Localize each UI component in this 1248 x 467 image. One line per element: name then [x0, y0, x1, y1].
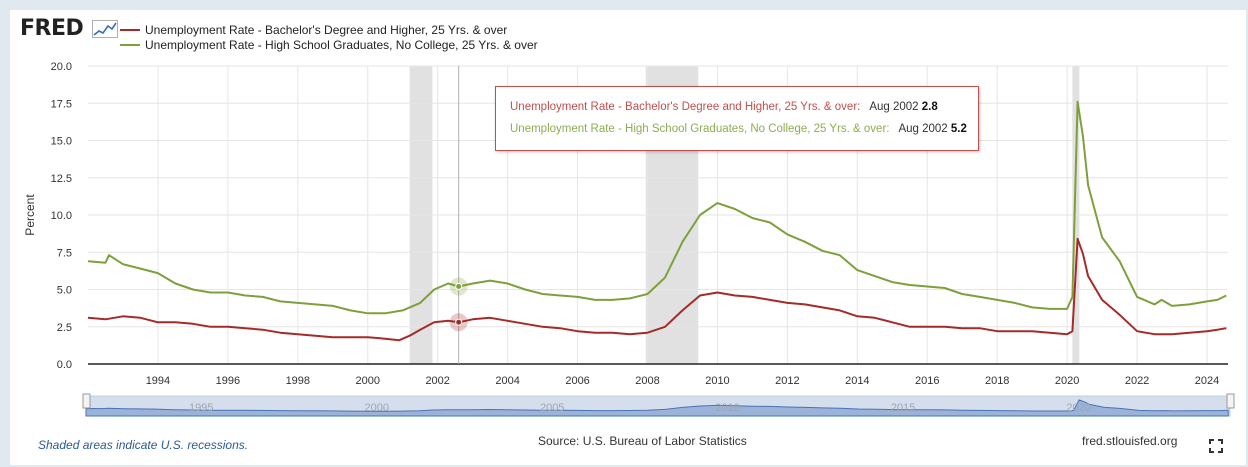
- legend-label-bachelors: Unemployment Rate - Bachelor's Degree an…: [145, 23, 508, 37]
- legend-item-high-school[interactable]: Unemployment Rate - High School Graduate…: [120, 38, 538, 52]
- chart-frame: FRED Unemployment Rate - Bachelor's Degr…: [10, 10, 1246, 465]
- x-tick-label: 2022: [1125, 375, 1149, 387]
- legend-swatch-bachelors: [120, 29, 140, 31]
- series-line-0: [87, 237, 1227, 342]
- tooltip-label-high-school: Unemployment Rate - High School Graduate…: [510, 123, 890, 135]
- site-link[interactable]: fred.stlouisfed.org: [1082, 434, 1178, 448]
- navigator-handle-right[interactable]: [1226, 393, 1235, 409]
- y-axis-label: Percent: [23, 194, 37, 236]
- legend-swatch-high-school: [120, 44, 140, 46]
- y-tick-label: 2.5: [57, 322, 72, 334]
- recession-note: Shaded areas indicate U.S. recessions.: [38, 438, 249, 452]
- x-tick-label: 2020: [1055, 375, 1079, 387]
- tooltip-date-high-school: Aug 2002: [898, 123, 948, 135]
- navigator-label: 2015: [891, 402, 915, 414]
- x-tick-label: 2012: [775, 375, 799, 387]
- y-tick-label: 20.0: [51, 61, 72, 73]
- tooltip-row-bachelors: Unemployment Rate - Bachelor's Degree an…: [510, 101, 938, 113]
- navigator-label: 1995: [189, 402, 213, 414]
- fred-logo[interactable]: FRED: [20, 16, 84, 41]
- tooltip-date-bachelors: Aug 2002: [869, 101, 919, 113]
- series-line-1: [87, 100, 1227, 315]
- x-tick-label: 2024: [1195, 375, 1219, 387]
- source-note: Source: U.S. Bureau of Labor Statistics: [538, 434, 747, 448]
- hover-marker-0: [455, 318, 463, 326]
- navigator-area: [85, 399, 1229, 417]
- y-tick-label: 0.0: [57, 359, 72, 371]
- x-tick-label: 2014: [845, 375, 869, 387]
- logo-text: FRED: [20, 16, 84, 41]
- tooltip-label-bachelors: Unemployment Rate - Bachelor's Degree an…: [510, 101, 861, 113]
- navigator-label: 2020: [1066, 402, 1090, 414]
- y-tick-label: 15.0: [51, 136, 72, 148]
- navigator-handle-left[interactable]: [82, 393, 91, 409]
- tooltip-row-high-school: Unemployment Rate - High School Graduate…: [510, 123, 967, 135]
- x-tick-label: 2010: [705, 375, 729, 387]
- navigator-label: 2005: [540, 402, 564, 414]
- data-tooltip: Unemployment Rate - Bachelor's Degree an…: [495, 86, 979, 151]
- x-tick-label: 2018: [985, 375, 1009, 387]
- tooltip-value-high-school: 5.2: [950, 123, 967, 135]
- x-tick-label: 1994: [146, 375, 170, 387]
- x-tick-label: 2016: [915, 375, 939, 387]
- legend-item-bachelors[interactable]: Unemployment Rate - Bachelor's Degree an…: [120, 23, 507, 37]
- fullscreen-icon[interactable]: [1209, 439, 1223, 453]
- y-tick-label: 12.5: [51, 173, 72, 185]
- x-tick-label: 2008: [635, 375, 659, 387]
- navigator-label: 2010: [715, 402, 739, 414]
- x-tick-label: 1996: [216, 375, 240, 387]
- x-tick-label: 1998: [286, 375, 310, 387]
- legend-label-high-school: Unemployment Rate - High School Graduate…: [145, 38, 538, 52]
- hover-marker-1: [455, 283, 463, 291]
- tooltip-value-bachelors: 2.8: [921, 101, 938, 113]
- x-tick-label: 2006: [565, 375, 589, 387]
- x-tick-label: 2000: [356, 375, 380, 387]
- y-tick-label: 17.5: [51, 98, 72, 110]
- y-tick-label: 5.0: [57, 285, 72, 297]
- line-graph-icon: [92, 20, 118, 38]
- x-tick-label: 2004: [495, 375, 519, 387]
- y-tick-label: 10.0: [51, 210, 72, 222]
- navigator-label: 2000: [364, 402, 388, 414]
- chart-canvas[interactable]: 0.0 2.5 5.0 7.5 10.0 12.5 15.0 17.5 20.0 1994 1996…: [10, 10, 1246, 465]
- y-tick-label: 7.5: [57, 247, 72, 259]
- x-tick-label: 2002: [425, 375, 449, 387]
